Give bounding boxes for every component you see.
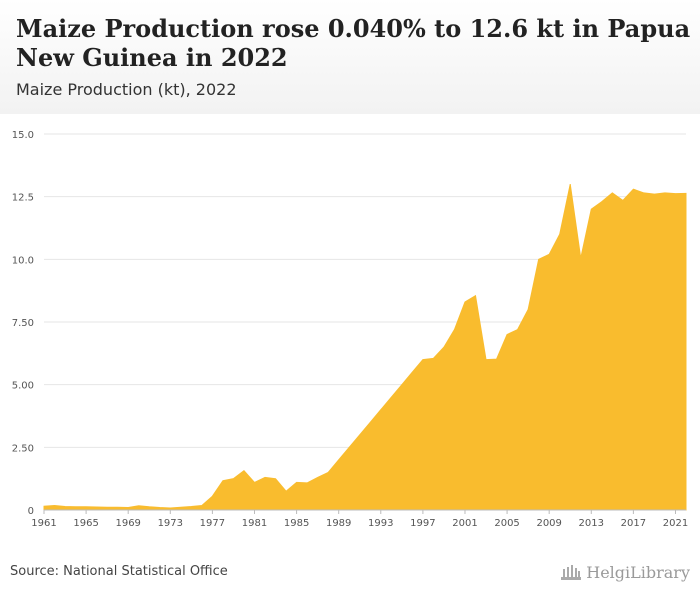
x-tick-label: 2021 — [663, 518, 688, 529]
chart-subtitle: Maize Production (kt), 2022 — [16, 80, 237, 99]
x-tick-label: 2017 — [621, 518, 646, 529]
library-building-icon — [561, 565, 582, 580]
chart-footer: Source: National Statistical Office Helg… — [0, 556, 700, 596]
x-tick-label: 1969 — [115, 518, 140, 529]
y-tick-label: 0 — [28, 506, 34, 517]
x-tick-label: 2009 — [536, 518, 561, 529]
chart-header: Maize Production rose 0.040% to 12.6 kt … — [0, 0, 700, 114]
chart-area: 0 2.50 5.00 7.50 10.0 12.5 15.0 1961 1965 1969 197… — [0, 114, 700, 534]
y-tick-label: 2.50 — [12, 443, 34, 454]
x-tick-label: 1977 — [200, 518, 225, 529]
x-tick-label: 2005 — [494, 518, 519, 529]
x-tick-label: 1961 — [31, 518, 56, 529]
x-tick-label: 1989 — [326, 518, 351, 529]
x-tick-label: 1965 — [73, 518, 98, 529]
x-tick-label: 1997 — [410, 518, 435, 529]
y-tick-label: 12.5 — [12, 193, 34, 204]
y-tick-label: 7.50 — [12, 318, 34, 329]
chart-title: Maize Production rose 0.040% to 12.6 kt … — [16, 14, 691, 72]
x-tick-label: 2001 — [452, 518, 477, 529]
x-tick-label: 1993 — [368, 518, 393, 529]
area-chart: 0 2.50 5.00 7.50 10.0 12.5 15.0 1961 1965 1969 197… — [12, 130, 688, 529]
x-tick-label: 1985 — [284, 518, 309, 529]
y-tick-label: 10.0 — [12, 255, 34, 266]
x-tick-label: 1981 — [242, 518, 267, 529]
source-note: Source: National Statistical Office — [10, 564, 228, 579]
series-area — [43, 184, 687, 511]
x-tick-label: 2013 — [579, 518, 604, 529]
x-tick-label: 1973 — [158, 518, 183, 529]
helgi-library-logo: HelgiLibrary — [560, 560, 690, 584]
logo-text: HelgiLibrary — [586, 562, 690, 582]
y-tick-label: 5.00 — [12, 381, 34, 392]
y-tick-label: 15.0 — [12, 130, 34, 141]
